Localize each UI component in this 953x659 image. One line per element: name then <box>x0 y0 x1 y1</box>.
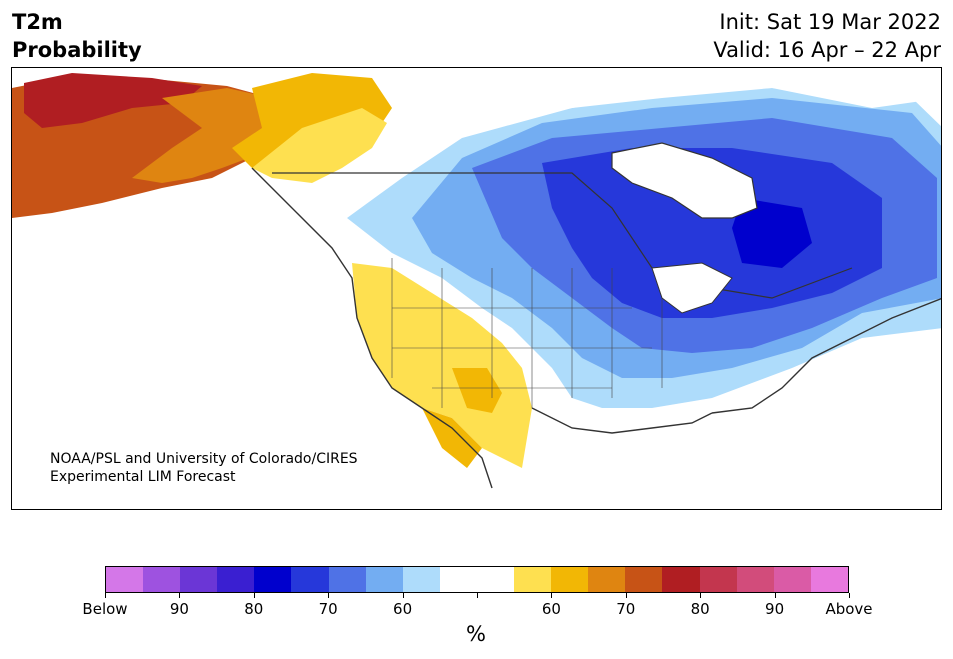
colorbar <box>105 566 849 593</box>
colorbar-tickmark <box>402 593 404 598</box>
colorbar-tick-label: 70 <box>616 600 636 618</box>
colorbar-segment <box>254 567 292 592</box>
colorbar-segment <box>476 567 515 592</box>
colorbar-tick-label: 90 <box>169 600 189 618</box>
title: T2m Probability <box>12 8 142 64</box>
colorbar-segment <box>365 567 403 592</box>
colorbar-tick-label: 80 <box>690 600 710 618</box>
colorbar-tick-label: 60 <box>393 600 413 618</box>
colorbar-tickmark <box>328 593 330 598</box>
colorbar-segment <box>588 567 626 592</box>
colorbar-segment <box>291 567 329 592</box>
state-lines <box>391 258 663 408</box>
title-line-2: Probability <box>12 38 142 62</box>
colorbar-tickmark <box>625 593 627 598</box>
gulf-coast <box>531 407 713 434</box>
colorbar-tickmark <box>105 593 106 598</box>
great-lakes <box>651 262 733 314</box>
credit: NOAA/PSL and University of Colorado/CIRE… <box>50 450 358 486</box>
colorbar-segment <box>699 567 737 592</box>
colorbar-tickmark <box>849 593 850 598</box>
colorbar-segment <box>106 567 144 592</box>
colorbar-tick-label: 60 <box>541 600 561 618</box>
hudson-bay <box>611 142 758 219</box>
colorbar-tickmark <box>774 593 776 598</box>
region-us-southwest-gold <box>452 368 502 413</box>
colorbar-unit: % <box>466 622 486 646</box>
colorbar-segment <box>402 567 440 592</box>
colorbar-tick-label: Above <box>825 600 873 618</box>
east-coast <box>711 298 941 414</box>
colorbar-segment <box>439 567 477 592</box>
credit-line-2: Experimental LIM Forecast <box>50 469 236 485</box>
colorbar-segment <box>773 567 811 592</box>
credit-line-1: NOAA/PSL and University of Colorado/CIRE… <box>50 451 358 467</box>
colorbar-tickmark <box>253 593 255 598</box>
colorbar-segment <box>736 567 774 592</box>
colorbar-tickmark <box>700 593 702 598</box>
colorbar-tickmark <box>179 593 181 598</box>
forecast-dates: Init: Sat 19 Mar 2022 Valid: 16 Apr – 22… <box>713 8 941 64</box>
colorbar-segment <box>217 567 255 592</box>
colorbar-segment <box>143 567 181 592</box>
init-date: Init: Sat 19 Mar 2022 <box>719 10 941 34</box>
region-baja-gold <box>422 408 482 468</box>
colorbar-segment <box>810 567 848 592</box>
colorbar-tick-label: 90 <box>765 600 785 618</box>
region-below-blue <box>542 148 882 318</box>
colorbar-segment <box>662 567 700 592</box>
region-below-darkest <box>732 198 812 268</box>
title-line-1: T2m <box>12 10 63 34</box>
region-alaska-red <box>24 73 202 128</box>
colorbar-tickmark <box>551 593 553 598</box>
map-panel: NOAA/PSL and University of Colorado/CIRE… <box>11 67 942 510</box>
colorbar-segment <box>625 567 663 592</box>
region-yukon-yellow <box>252 108 387 183</box>
valid-dates: Valid: 16 Apr – 22 Apr <box>713 38 941 62</box>
colorbar-segment <box>328 567 366 592</box>
arctic-water <box>392 68 941 148</box>
colorbar-tick-label: 70 <box>318 600 338 618</box>
colorbar-segment <box>514 567 552 592</box>
colorbar-segment <box>180 567 218 592</box>
probability-map <box>12 68 941 489</box>
colorbar-tick-label: Below <box>82 600 128 618</box>
west-coast <box>251 167 493 489</box>
region-alaska-amber <box>132 88 287 183</box>
colorbar-tick-label: 80 <box>244 600 264 618</box>
colorbar-tickmark <box>477 593 478 598</box>
colorbar-segment <box>551 567 589 592</box>
